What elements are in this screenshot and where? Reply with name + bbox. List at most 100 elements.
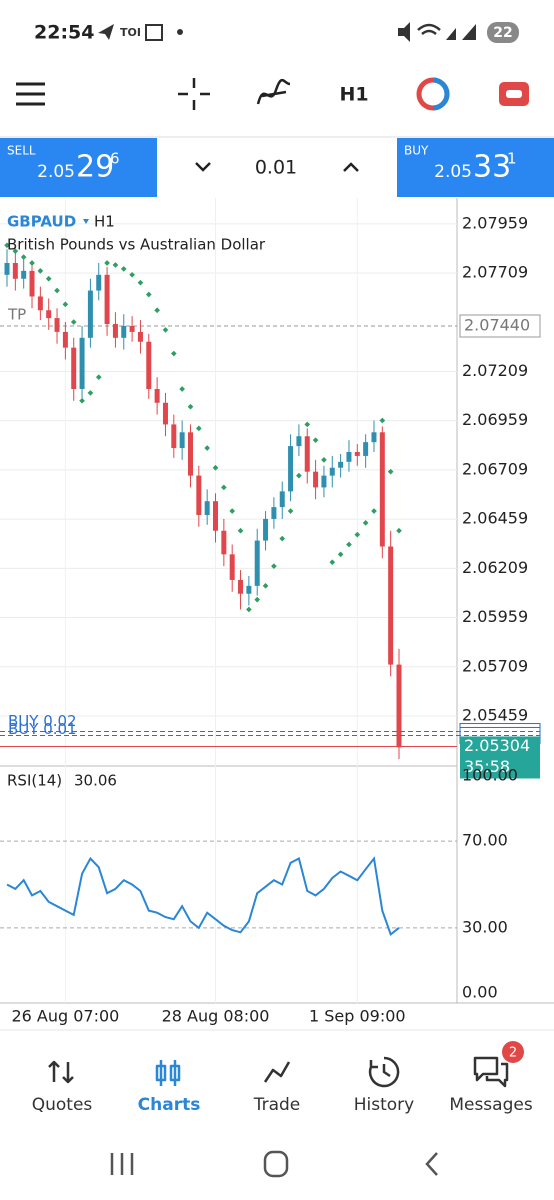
psar-dot (337, 551, 344, 558)
buy-button[interactable] (397, 138, 554, 197)
nav-icon[interactable] (263, 1061, 291, 1083)
psar-dot (29, 260, 35, 266)
sell-button[interactable] (0, 138, 157, 197)
calendar-icon (145, 24, 163, 41)
psar-dot (79, 397, 85, 404)
psar-dot (237, 527, 244, 534)
psar-dot (362, 520, 369, 526)
dot-icon (177, 29, 183, 35)
price-chart: 2.07959 2.07709 2.07209 2.06959 2.06709 2.064… (0, 198, 541, 1026)
psar-dot (329, 559, 336, 566)
candle-body (187, 432, 193, 476)
rsi-value: 30.06 (74, 772, 117, 790)
candle-body (254, 540, 260, 586)
last-price-label: 2.05304 (464, 736, 530, 755)
psar-dot (145, 291, 152, 298)
rsi-label: RSI(14) (7, 772, 62, 790)
psar-dot (246, 606, 252, 613)
nav-icon[interactable] (48, 1060, 74, 1084)
volume[interactable]: 0.01 (255, 157, 297, 179)
candle-body (321, 475, 327, 488)
candle-body (179, 432, 185, 449)
y-tick-label: 2.06709 (462, 459, 528, 478)
position-label: BUY 0.02 (8, 712, 77, 730)
nav-icon[interactable] (368, 1056, 400, 1088)
nav-label[interactable]: History (354, 1095, 414, 1115)
recents-button[interactable] (110, 1153, 134, 1175)
candle-body (371, 432, 377, 443)
candle-body (129, 325, 135, 332)
psar-dot (304, 421, 311, 428)
nav-label[interactable]: Messages (449, 1095, 533, 1115)
trade-button-half (432, 77, 450, 111)
nav-label[interactable]: Trade (253, 1095, 301, 1115)
nav-icon[interactable] (155, 1060, 181, 1086)
candle-body (313, 471, 319, 488)
crosshair-button[interactable] (178, 78, 210, 110)
volume-up[interactable] (343, 162, 359, 172)
candle-body (279, 491, 285, 508)
candle-body (121, 325, 127, 338)
volume-down[interactable] (195, 162, 211, 172)
psar-dot (62, 301, 69, 308)
psar-dot (271, 563, 277, 569)
psar-dot (95, 374, 102, 381)
candle-body (112, 324, 118, 338)
psar-dot (396, 527, 402, 534)
candle-body (62, 331, 68, 348)
psar-dot (354, 531, 361, 538)
nav-label[interactable]: Charts (138, 1095, 201, 1115)
candle-body (29, 270, 35, 297)
candle-body (4, 262, 10, 275)
candle-body (263, 518, 269, 541)
tp-label: TP (7, 305, 26, 323)
psar-dot (45, 275, 52, 282)
nav-icon[interactable] (473, 1056, 509, 1088)
indicators-button[interactable] (256, 78, 291, 105)
psar-dot (296, 472, 302, 479)
candle-body (354, 451, 360, 456)
menu-button[interactable] (16, 82, 45, 106)
candle-body (221, 530, 227, 555)
candle-body (79, 337, 85, 389)
psar-dot (387, 468, 394, 475)
candle-body (329, 467, 335, 476)
psar-dot (154, 307, 160, 314)
candle-body (46, 310, 52, 319)
y-tick-label: 2.06459 (462, 509, 528, 528)
last-price-box (460, 736, 540, 779)
candle-body (37, 296, 43, 311)
psar-dot (262, 583, 269, 589)
candle-body (171, 424, 177, 449)
timeframe-button[interactable]: H1 (339, 84, 368, 106)
psar-dot (379, 417, 386, 424)
candle-body (296, 436, 302, 447)
nav-label[interactable]: Quotes (32, 1095, 93, 1115)
y-tick-label: 2.05459 (462, 705, 528, 724)
candle-body (137, 331, 143, 342)
home-button[interactable] (263, 1150, 289, 1178)
battery (487, 22, 519, 43)
candle-body (271, 507, 277, 519)
candle-body (213, 501, 219, 531)
mute-icon (398, 22, 410, 42)
candle-body (379, 432, 385, 547)
candle-body (238, 579, 244, 594)
psar-dot (54, 287, 60, 294)
candle-body (288, 446, 294, 492)
psar-dot (279, 535, 286, 542)
candle-body (304, 436, 310, 472)
back-button[interactable] (425, 1152, 438, 1176)
rsi-line (6, 856, 400, 937)
y-tick-label: 30.00 (462, 917, 508, 936)
y-tick-label: 2.05709 (462, 656, 528, 675)
sell-price-big: 29 (76, 150, 114, 185)
symbol[interactable]: GBPAUD (7, 213, 76, 231)
psar-dot (129, 271, 135, 278)
symbol-dropdown[interactable] (83, 219, 89, 224)
candle-body (71, 347, 77, 389)
psar-dot (196, 425, 202, 432)
psar-dot (120, 266, 127, 272)
battery-level: 22 (493, 25, 512, 41)
psar-dot (187, 403, 194, 410)
